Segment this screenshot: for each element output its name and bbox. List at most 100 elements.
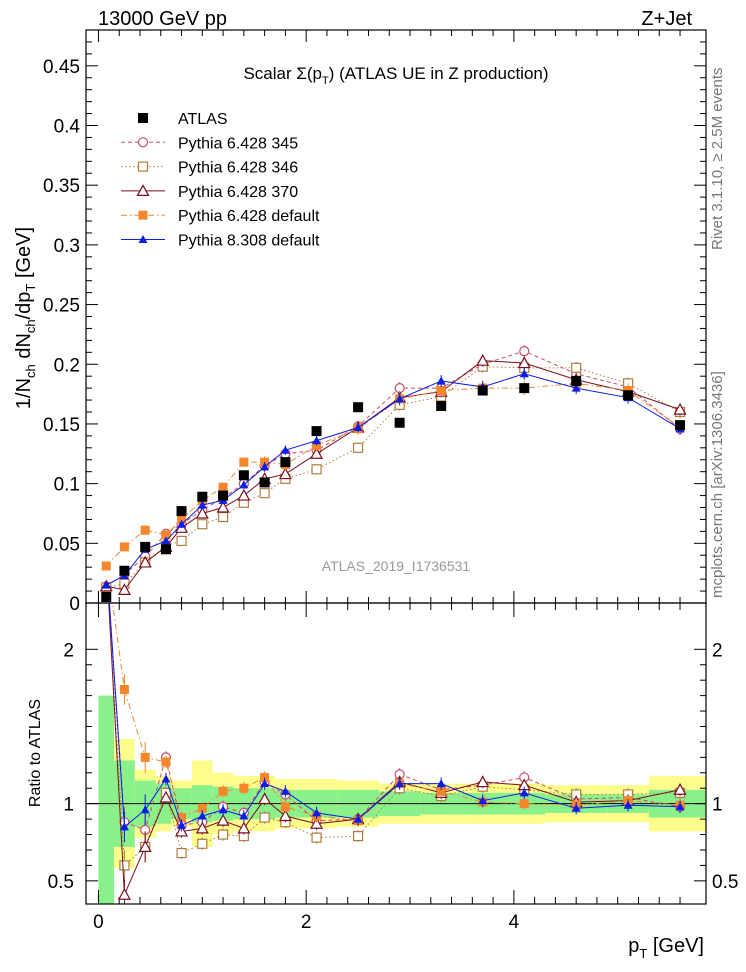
data-point: [571, 362, 582, 373]
collision-label: 13000 GeV pp: [98, 8, 227, 30]
data-point: [353, 814, 363, 823]
data-point: [177, 813, 187, 823]
series-pythia-6-428-default: [101, 376, 685, 571]
data-point: [623, 390, 634, 401]
data-point: [394, 417, 405, 428]
data-point: [675, 802, 685, 811]
xtick-label: 0: [93, 912, 104, 933]
series-line: [105, 350, 681, 587]
data-point: [176, 506, 187, 517]
data-point: [436, 401, 447, 412]
ratio-ytick-label: 2: [63, 640, 74, 661]
ratio-axis-ticks: 0.5 0.5 1 1 2 2 0 2 4: [48, 603, 738, 933]
data-point: [140, 525, 150, 535]
data-point: [280, 786, 290, 795]
data-point: [197, 500, 207, 509]
data-point: [161, 530, 171, 540]
data-point: [571, 375, 582, 386]
legend-item: Pythia 6.428 345: [121, 135, 298, 152]
chart-title-prefix: Scalar Σ(p: [243, 64, 322, 83]
data-point: [259, 812, 270, 823]
data-point: [177, 820, 187, 829]
ratio-panel: 0.5 0.5 1 1 2 2 0 2 4 Ratio to ATLAS pT [GeV]: [27, 552, 738, 961]
data-point: [161, 774, 171, 783]
data-point: [395, 394, 405, 403]
data-point: [176, 847, 187, 859]
data-point: [259, 477, 270, 488]
data-point: [519, 369, 529, 378]
main-ytick-label: 0.1: [54, 475, 80, 496]
data-point: [197, 519, 208, 530]
data-point: [197, 803, 207, 813]
data-point: [216, 500, 230, 513]
data-point: [138, 210, 148, 220]
ratio-frame: [85, 602, 707, 905]
data-point: [571, 803, 581, 812]
data-point: [138, 235, 148, 243]
data-point: [101, 561, 111, 571]
data-point: [117, 887, 131, 900]
data-point: [519, 346, 530, 357]
data-point: [161, 536, 171, 545]
data-point: [311, 832, 322, 843]
data-point: [259, 488, 270, 499]
data-point: [117, 583, 131, 595]
data-point: [353, 423, 363, 432]
data-point: [352, 830, 364, 842]
data-point: [239, 480, 249, 489]
series-pythia-6-428-345: [101, 345, 686, 592]
data-point: [436, 786, 446, 796]
main-ytick-label: 0.4: [54, 117, 81, 138]
xlabel-sub: T: [639, 946, 647, 961]
data-point: [436, 376, 446, 385]
analysis-label: ATLAS_2019_I1736531: [322, 558, 471, 574]
data-point: [278, 809, 292, 822]
chart-title-suffix: ) (ATLAS UE in Z production): [329, 64, 549, 83]
data-point: [195, 506, 209, 519]
data-point: [218, 482, 228, 492]
data-point: [278, 467, 292, 480]
rivet-label: Rivet 3.1.10, ≥ 2.5M events: [709, 68, 726, 251]
ratio-uncertainty-bands: [86, 695, 706, 904]
data-point: [312, 436, 322, 445]
data-point: [478, 796, 488, 805]
data-point: [140, 541, 151, 552]
data-point: [161, 757, 171, 767]
data-point: [197, 491, 208, 502]
legend-label: ATLAS: [178, 111, 228, 128]
data-point: [239, 811, 249, 820]
data-point: [101, 592, 112, 603]
data-point: [310, 816, 324, 829]
legend-label: Pythia 8.308 default: [178, 233, 320, 250]
ratio-ytick-label-right: 1: [712, 795, 723, 816]
data-point: [258, 792, 272, 805]
series-line: [106, 366, 681, 588]
main-ytick-label: 0.45: [43, 57, 80, 78]
data-point: [102, 552, 111, 561]
data-point: [352, 442, 364, 453]
data-point: [238, 470, 249, 481]
series-atlas: [101, 375, 686, 603]
ratio-series-pythia-6-428-370: [108, 603, 687, 904]
data-point: [312, 808, 322, 817]
mcplots-label: mcplots.cern.ch [arXiv:1306.3436]: [709, 371, 726, 598]
data-point: [177, 519, 187, 528]
data-point: [138, 840, 152, 852]
data-point: [260, 462, 270, 471]
data-point: [137, 161, 149, 172]
data-point: [519, 788, 529, 797]
data-point: [436, 779, 446, 788]
chart-title: Scalar Σ(pT) (ATLAS UE in Z production): [243, 64, 548, 87]
data-point: [280, 802, 290, 812]
ratio-ytick-label-right: 2: [712, 640, 723, 661]
series-line: [106, 360, 681, 591]
data-point: [436, 386, 446, 396]
ratio-ylabel: Ratio to ATLAS: [27, 699, 44, 807]
data-point: [218, 490, 229, 501]
data-point: [138, 113, 148, 123]
data-point: [217, 829, 229, 840]
data-point: [237, 821, 251, 834]
ratio-ytick-label-right: 0.5: [712, 872, 738, 893]
data-point: [311, 464, 322, 475]
legend-item: Pythia 6.428 370: [121, 184, 298, 201]
